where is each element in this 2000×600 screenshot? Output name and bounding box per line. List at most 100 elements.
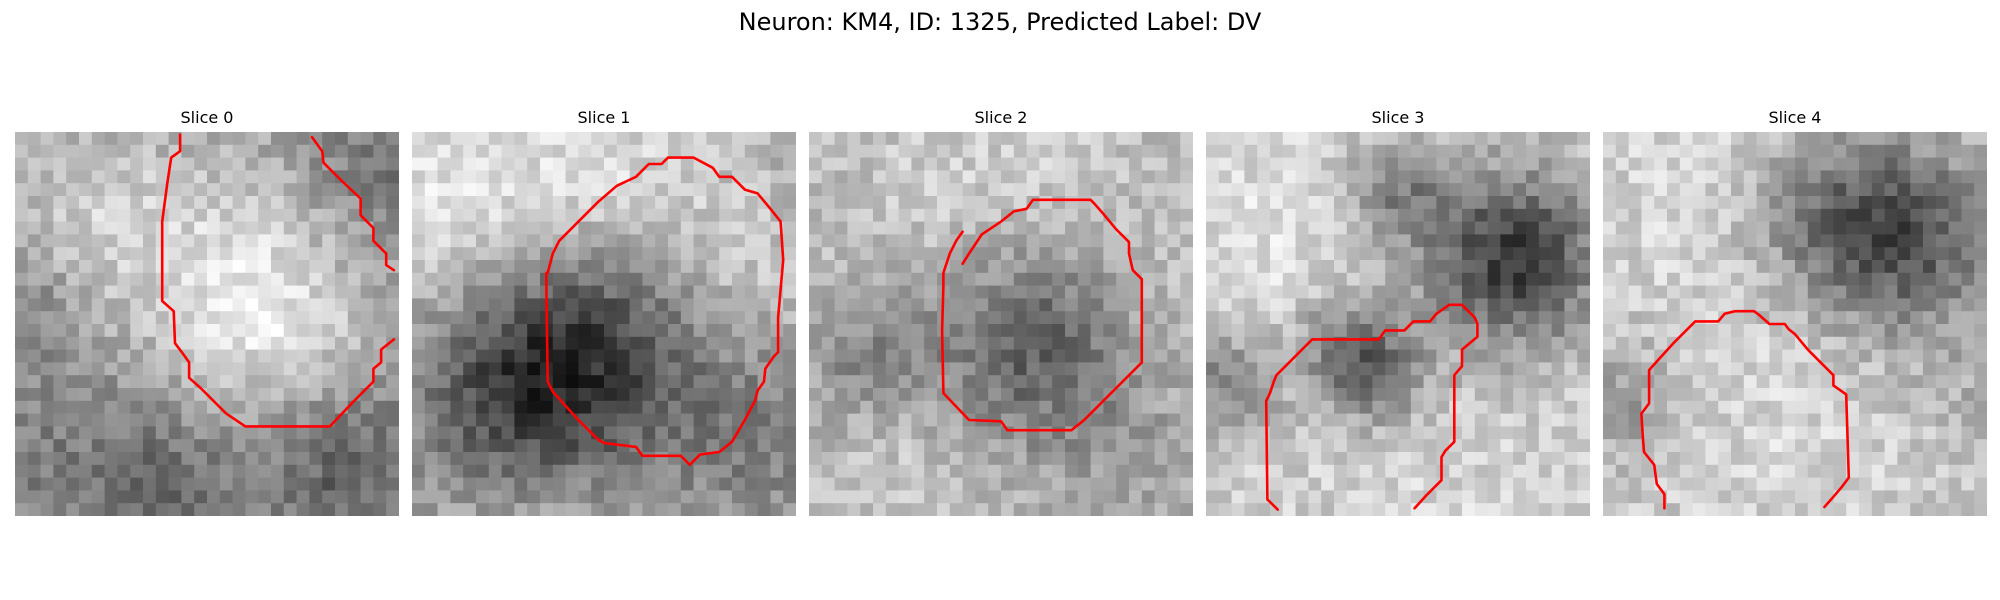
pixel [1500,183,1514,197]
pixel [168,375,182,389]
pixel [296,388,310,402]
pixel [450,298,464,312]
pixel [476,260,490,274]
pixel [1436,221,1450,235]
pixel [1795,170,1809,184]
pixel [15,298,29,312]
pixel [1615,221,1629,235]
pixel [1410,132,1424,146]
pixel [1795,298,1809,312]
pixel [181,196,195,210]
pixel [335,426,349,440]
pixel [1807,426,1821,440]
pixel [655,349,669,363]
pixel [1462,464,1476,478]
pixel [283,298,297,312]
pixel [1295,208,1309,222]
pixel [591,157,605,171]
pixel [40,183,54,197]
pixel [924,170,938,184]
pixel [1295,362,1309,376]
pixel [104,157,118,171]
pixel [1026,503,1040,516]
pixel [296,336,310,350]
pixel [1026,490,1040,504]
pixel [911,490,925,504]
pixel [1487,272,1501,286]
pixel [1282,362,1296,376]
pixel [1769,490,1783,504]
pixel [258,324,272,338]
pixel [1961,144,1975,158]
pixel [1897,311,1911,325]
pixel [783,170,796,184]
pixel [15,234,29,248]
pixel [309,132,323,146]
pixel [1564,234,1578,248]
pixel [1436,400,1450,414]
pixel [194,132,208,146]
pixel [476,298,490,312]
pixel [1359,375,1373,389]
pixel [181,247,195,261]
pixel [860,298,874,312]
pixel [1935,196,1949,210]
pixel [1974,426,1987,440]
pixel [1052,362,1066,376]
pixel [693,413,707,427]
pixel [642,439,656,453]
pixel [1346,349,1360,363]
pixel [283,272,297,286]
pixel [616,285,630,299]
pixel [450,144,464,158]
pixel [424,477,438,491]
pixel [1129,196,1143,210]
pixel [1500,388,1514,402]
pixel [335,477,349,491]
pixel [1257,285,1271,299]
pixel [578,311,592,325]
pixel [1923,221,1937,235]
pixel [655,490,669,504]
pixel [373,144,387,158]
pixel [1398,272,1412,286]
pixel [476,426,490,440]
pixel [1474,349,1488,363]
pixel [1833,132,1847,146]
pixel [924,388,938,402]
pixel [104,452,118,466]
pixel [642,170,656,184]
pixel [1141,170,1155,184]
pixel [1692,234,1706,248]
pixel [1718,349,1732,363]
pixel [27,221,41,235]
pixel [1884,336,1898,350]
pixel [1577,477,1590,491]
pixel [1910,439,1924,453]
pixel [1513,260,1527,274]
pixel [194,375,208,389]
pixel [1513,234,1527,248]
pixel [296,413,310,427]
pixel [1334,362,1348,376]
pixel [1065,324,1079,338]
pixel [616,157,630,171]
pixel [271,362,285,376]
pixel [655,247,669,261]
pixel [744,362,758,376]
pixel [219,388,233,402]
pixel [181,285,195,299]
pixel [1423,362,1437,376]
pixel [194,221,208,235]
pixel [809,157,823,171]
pixel [130,247,144,261]
pixel [476,400,490,414]
pixel [1487,324,1501,338]
pixel [1513,388,1527,402]
pixel [975,503,989,516]
pixel [1897,234,1911,248]
pixel [1513,285,1527,299]
pixel [271,298,285,312]
pixel [1026,439,1040,453]
pixel [1820,375,1834,389]
